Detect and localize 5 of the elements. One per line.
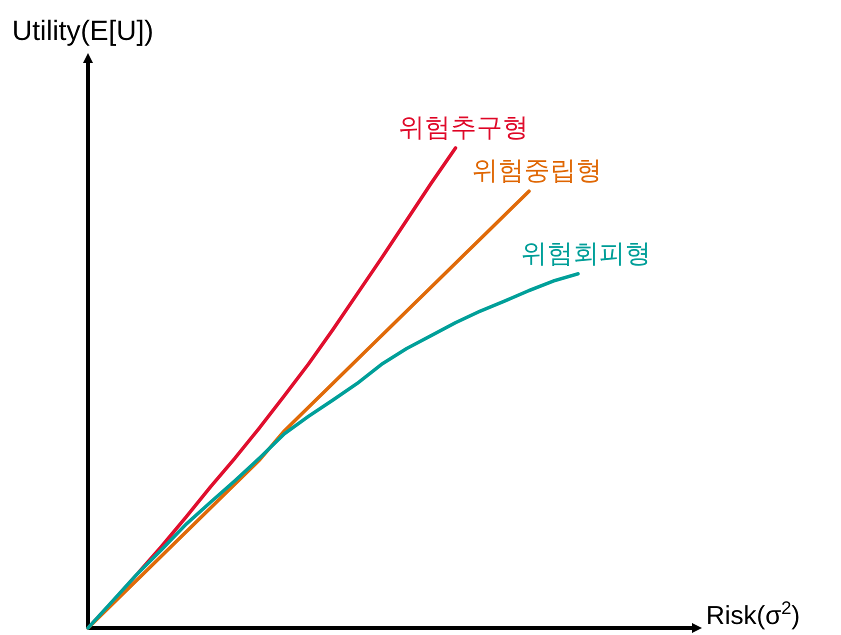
y-axis-title: Utility(E[U]) <box>12 15 154 46</box>
series-label: 위험회피형 <box>521 238 651 268</box>
series-label: 위험중립형 <box>472 155 602 186</box>
x-axis-title: Risk(σ$^{2}$) <box>706 598 800 630</box>
series-label: 위험추구형 <box>398 112 528 142</box>
